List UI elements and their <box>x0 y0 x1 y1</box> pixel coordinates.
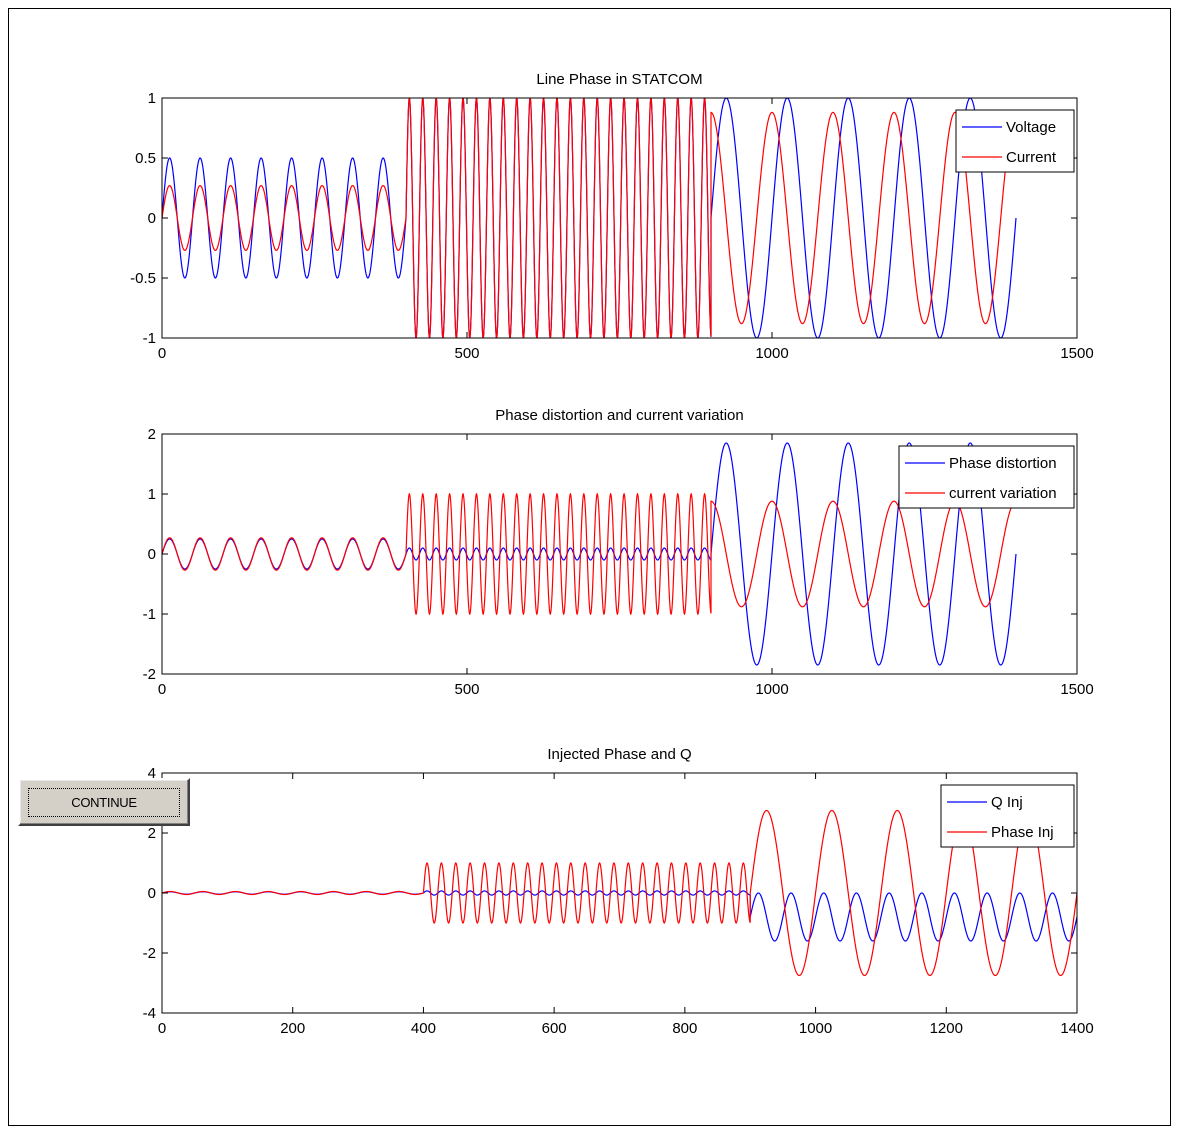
x-tick-label: 1500 <box>1060 345 1093 362</box>
x-tick-label: 500 <box>454 345 479 362</box>
x-tick-label: 1000 <box>755 345 788 362</box>
x-tick-label: 1400 <box>1060 1020 1093 1037</box>
y-tick-label: 1 <box>148 486 156 503</box>
x-tick-label: 1000 <box>755 681 788 698</box>
chart-title: Phase distortion and current variation <box>495 407 743 424</box>
series-line-current-variation <box>162 492 1017 616</box>
series-line-phase-inj <box>162 809 1077 977</box>
x-tick-label: 500 <box>454 681 479 698</box>
legend-label: Phase Inj <box>991 824 1054 841</box>
y-tick-label: -1 <box>143 330 156 347</box>
y-tick-label: 0 <box>148 210 156 227</box>
y-tick-label: 0.5 <box>135 150 156 167</box>
y-tick-label: 2 <box>148 426 156 443</box>
legend: Voltage Current <box>955 109 1075 173</box>
series-line-current <box>162 98 1017 338</box>
y-tick-label: -2 <box>143 666 156 683</box>
x-tick-label: 0 <box>158 1020 166 1037</box>
x-tick-label: 1200 <box>930 1020 963 1037</box>
y-tick-label: 0 <box>148 546 156 563</box>
chart-3: 0 200 400 600 800 1000 1200 1400 -4 -2 0 2 4 Injected… <box>143 746 1094 1037</box>
legend-label: Q Inj <box>991 794 1023 811</box>
legend-label: Current <box>1006 149 1057 166</box>
y-tick-label: 1 <box>148 90 156 107</box>
chart-2: 0 500 1000 1500 -2 -1 0 1 2 Phase distortion and … <box>143 407 1094 698</box>
y-tick-label: -2 <box>143 945 156 962</box>
x-tick-label: 0 <box>158 681 166 698</box>
x-tick-label: 0 <box>158 345 166 362</box>
x-tick-label: 200 <box>280 1020 305 1037</box>
chart-title: Injected Phase and Q <box>547 746 691 763</box>
y-tick-label: 0 <box>148 885 156 902</box>
legend-label: Voltage <box>1006 119 1056 136</box>
x-tick-label: 1000 <box>799 1020 832 1037</box>
continue-button-label: CONTINUE <box>28 787 180 817</box>
y-tick-label: -0.5 <box>130 270 156 287</box>
legend-label: current variation <box>949 485 1057 502</box>
y-tick-label: 2 <box>148 825 156 842</box>
x-tick-label: 600 <box>542 1020 567 1037</box>
chart-1: 0 500 1000 1500 -1 -0.5 0 0.5 1 Line Phase in STA… <box>130 71 1094 362</box>
x-tick-label: 800 <box>672 1020 697 1037</box>
legend: Phase distortion current variation <box>898 445 1075 509</box>
figure-window <box>8 8 1171 1126</box>
legend-label: Phase distortion <box>949 455 1057 472</box>
continue-button[interactable]: CONTINUE <box>18 778 190 826</box>
series-line-phase-distortion <box>162 442 1017 666</box>
axes-box <box>161 772 1078 1014</box>
y-tick-label: 4 <box>148 765 156 782</box>
x-tick-label: 400 <box>411 1020 436 1037</box>
chart-title: Line Phase in STATCOM <box>536 71 702 88</box>
x-tick-label: 1500 <box>1060 681 1093 698</box>
y-tick-label: -1 <box>143 606 156 623</box>
legend: Q Inj Phase Inj <box>940 784 1075 848</box>
y-tick-label: -4 <box>143 1005 156 1022</box>
